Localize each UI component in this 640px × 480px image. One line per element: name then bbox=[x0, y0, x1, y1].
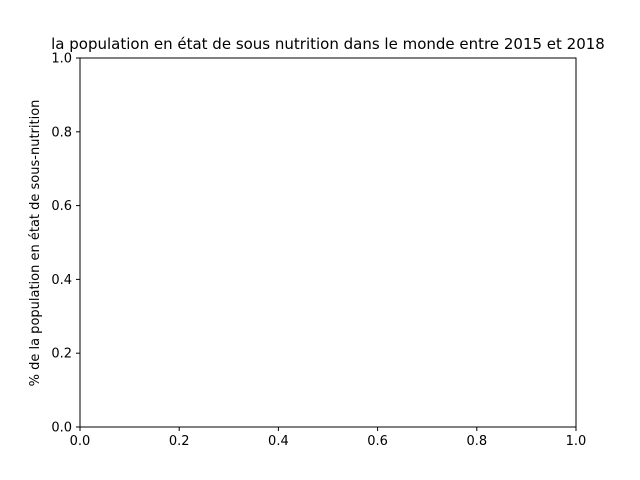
y-axis-label: % de la population en état de sous-nutri… bbox=[28, 100, 43, 387]
y-tick-label: 1.0 bbox=[51, 52, 72, 67]
x-tick-label: 0.8 bbox=[466, 434, 487, 449]
y-axis-ticks: 0.0 0.2 0.4 0.6 0.8 1.0 bbox=[51, 52, 80, 436]
chart-title: la population en état de sous nutrition … bbox=[51, 35, 605, 53]
plot-frame bbox=[79, 57, 577, 428]
x-tick-label: 0.4 bbox=[268, 434, 289, 449]
x-tick-label: 1.0 bbox=[566, 434, 587, 449]
y-tick-label: 0.8 bbox=[51, 125, 72, 140]
x-tick-label: 0.6 bbox=[367, 434, 388, 449]
x-axis-ticks: 0.0 0.2 0.4 0.6 0.8 1.0 bbox=[70, 427, 587, 449]
y-tick-label: 0.0 bbox=[51, 421, 72, 436]
y-tick-label: 0.4 bbox=[51, 273, 72, 288]
x-tick-label: 0.2 bbox=[169, 434, 190, 449]
y-tick-label: 0.2 bbox=[51, 347, 72, 362]
y-tick-label: 0.6 bbox=[51, 199, 72, 214]
x-tick-label: 0.0 bbox=[70, 434, 91, 449]
